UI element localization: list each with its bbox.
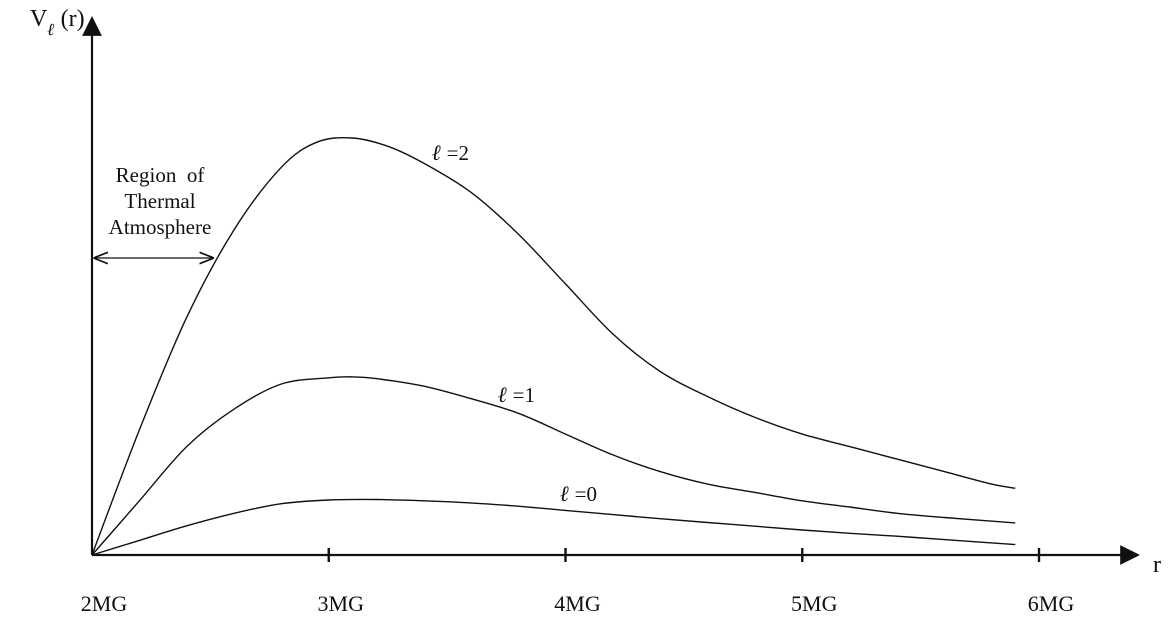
x-tick-label-3: 5MG — [791, 591, 838, 616]
x-tick-label-1: 3MG — [318, 591, 365, 616]
curve-l1 — [91, 376, 1016, 556]
curve-l0 — [91, 498, 1016, 556]
curve-l2 — [91, 136, 1016, 556]
annotation-line-3: Atmosphere — [109, 215, 212, 239]
annotation-line-2: Thermal — [124, 189, 195, 213]
x-axis-label: r — [1153, 552, 1161, 578]
thermal-atmosphere-annotation: Region of Thermal Atmosphere — [109, 163, 212, 239]
y-axis-label-main: V — [30, 6, 48, 32]
x-tick-label-0: 2MG — [81, 591, 128, 616]
series-label-0: ℓ =2 — [432, 140, 469, 165]
y-axis-label: Vℓ (r) — [30, 6, 85, 39]
y-axis-label-subscript: ℓ — [47, 20, 54, 39]
x-tick-label-2: 4MG — [554, 591, 601, 616]
annotation-line-1: Region of — [116, 163, 205, 187]
plot-area: 2MG 3MG 4MG 5MG 6MG ℓ =2 ℓ =1 ℓ =0 — [81, 16, 1140, 616]
series-label-2: ℓ =0 — [560, 481, 597, 506]
y-axis-label-argument: (r) — [55, 6, 85, 32]
x-tick-label-4: 6MG — [1028, 591, 1075, 616]
series-label-1: ℓ =1 — [498, 382, 535, 407]
svg-text:Vℓ (r): Vℓ (r) — [30, 6, 85, 39]
